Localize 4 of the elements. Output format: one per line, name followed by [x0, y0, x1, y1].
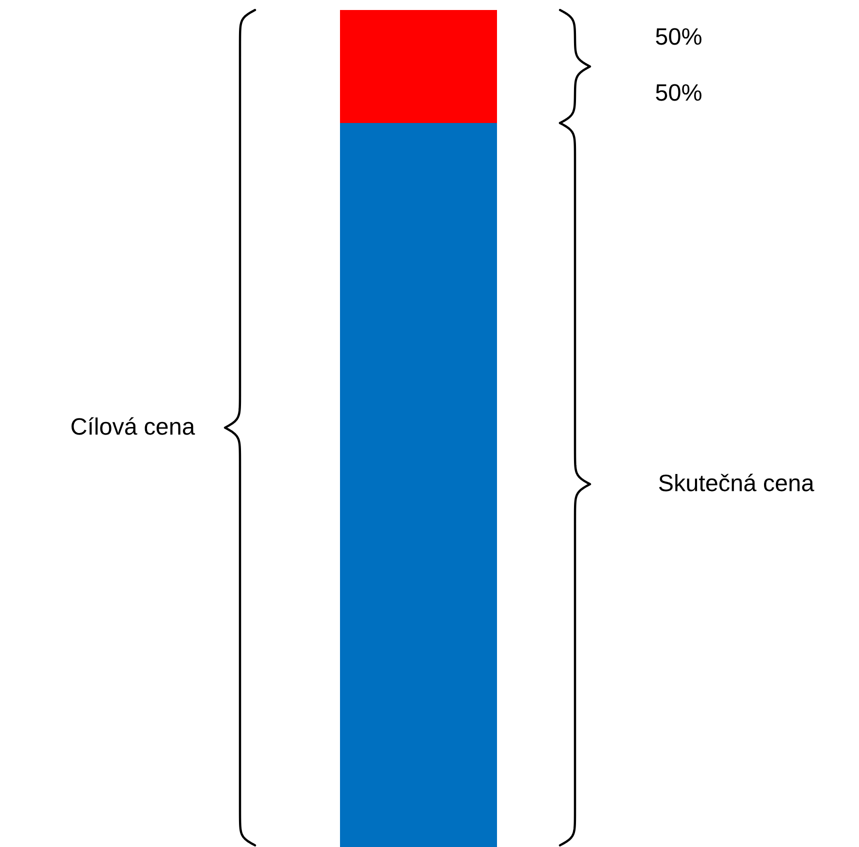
text: Cílová cena — [72, 417, 196, 435]
text: 50% — [656, 84, 702, 101]
text: 50% — [656, 28, 702, 45]
text: Skutečná cena — [659, 474, 814, 492]
